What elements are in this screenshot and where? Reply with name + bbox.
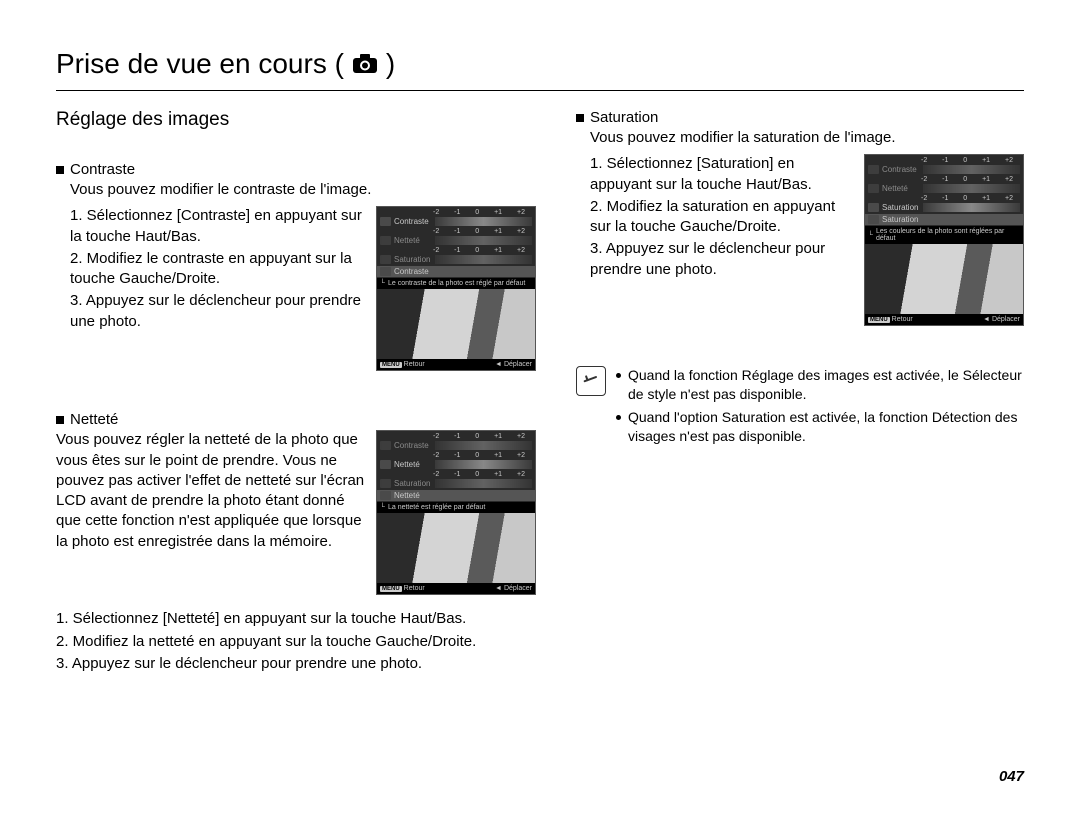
notes-list: Quand la fonction Réglage des images est…	[616, 366, 1024, 450]
note-item: Quand la fonction Réglage des images est…	[616, 366, 1024, 404]
notes-block: Quand la fonction Réglage des images est…	[576, 366, 1024, 450]
saturation-title: Saturation	[590, 109, 658, 126]
step: 1. Sélectionnez [Contraste] en appuyant …	[70, 206, 366, 247]
camera-icon	[352, 54, 378, 74]
block-contraste: Contraste Vous pouvez modifier le contra…	[56, 161, 536, 371]
block-nettete: Netteté Vous pouvez régler la netteté de…	[56, 411, 536, 674]
step: 2. Modifiez la saturation en appuyant su…	[590, 197, 854, 238]
page-title: Prise de vue en cours ( )	[56, 48, 1024, 91]
saturation-desc: Vous pouvez modifier la saturation de l'…	[590, 128, 1024, 148]
contraste-steps: 1. Sélectionnez [Contraste] en appuyant …	[70, 206, 366, 332]
step: 3. Appuyez sur le déclencheur pour prend…	[70, 291, 366, 332]
page-title-suffix: )	[386, 48, 395, 80]
nettete-title: Netteté	[70, 411, 118, 428]
step: 2. Modifiez le contraste en appuyant sur…	[70, 249, 366, 290]
note-item: Quand l'option Saturation est activée, l…	[616, 408, 1024, 446]
camera-ui-saturation: -2-10+1+2 Contraste -2-10+1+2 Netteté -2…	[864, 154, 1024, 326]
step: 3. Appuyez sur le déclencheur pour prend…	[56, 654, 536, 674]
page-number: 047	[999, 768, 1024, 785]
contraste-desc: Vous pouvez modifier le contraste de l'i…	[70, 180, 536, 200]
step: 3. Appuyez sur le déclencheur pour prend…	[590, 239, 854, 280]
saturation-steps: 1. Sélectionnez [Saturation] en appuyant…	[590, 154, 854, 280]
nettete-desc: Vous pouvez régler la netteté de la phot…	[56, 430, 366, 552]
camera-ui-nettete: -2-10+1+2 Contraste -2-10+1+2 Netteté -2…	[376, 430, 536, 595]
camera-ui-contraste: -2-10+1+2 Contraste -2-10+1+2 Netteté -2…	[376, 206, 536, 371]
page-title-prefix: Prise de vue en cours (	[56, 48, 344, 80]
nettete-steps: 1. Sélectionnez [Netteté] en appuyant su…	[56, 609, 536, 674]
bullet-icon	[56, 166, 64, 174]
section-heading: Réglage des images	[56, 109, 536, 131]
bullet-icon	[576, 114, 584, 122]
block-saturation: Saturation Vous pouvez modifier la satur…	[576, 109, 1024, 326]
bullet-icon	[56, 416, 64, 424]
contraste-title: Contraste	[70, 161, 135, 178]
step: 1. Sélectionnez [Saturation] en appuyant…	[590, 154, 854, 195]
step: 2. Modifiez la netteté en appuyant sur l…	[56, 632, 536, 652]
step: 1. Sélectionnez [Netteté] en appuyant su…	[56, 609, 536, 629]
note-icon	[576, 366, 606, 396]
